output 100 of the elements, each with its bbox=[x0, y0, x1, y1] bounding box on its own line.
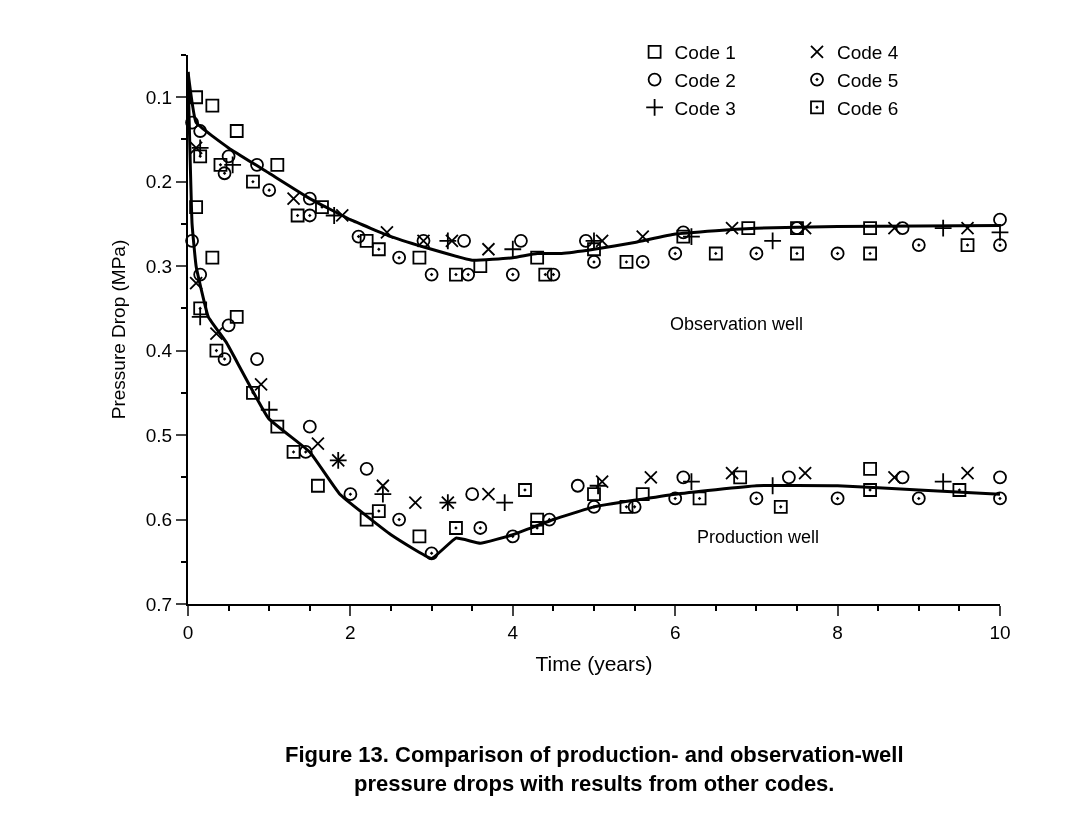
point bbox=[217, 352, 232, 366]
point bbox=[259, 400, 279, 420]
point bbox=[359, 512, 374, 527]
point bbox=[221, 149, 236, 164]
point bbox=[993, 470, 1007, 485]
point bbox=[205, 250, 220, 265]
point bbox=[473, 259, 488, 274]
point bbox=[438, 231, 458, 251]
point bbox=[546, 267, 561, 282]
legend-label: Code 5 bbox=[837, 70, 899, 91]
point bbox=[542, 512, 557, 527]
point bbox=[830, 491, 845, 506]
legend-label: Code 3 bbox=[674, 97, 736, 119]
point bbox=[189, 90, 204, 105]
point bbox=[371, 242, 386, 257]
point bbox=[302, 191, 317, 206]
point bbox=[676, 229, 691, 244]
point bbox=[229, 124, 244, 138]
point bbox=[682, 227, 701, 246]
x-tick-label: 2 bbox=[345, 621, 356, 643]
point bbox=[193, 301, 208, 316]
point bbox=[587, 487, 601, 502]
point bbox=[587, 242, 601, 257]
point bbox=[193, 124, 208, 138]
x-tick-label: 0 bbox=[182, 621, 194, 643]
point bbox=[643, 470, 658, 485]
point bbox=[619, 499, 634, 514]
point bbox=[627, 499, 642, 514]
point bbox=[676, 470, 691, 485]
point bbox=[635, 487, 650, 502]
point bbox=[587, 255, 601, 269]
point bbox=[286, 445, 301, 459]
point bbox=[668, 491, 683, 506]
point bbox=[749, 246, 764, 261]
point bbox=[286, 191, 301, 206]
point bbox=[578, 233, 593, 248]
point bbox=[359, 233, 374, 248]
x-tick-label: 4 bbox=[507, 621, 519, 643]
point bbox=[505, 529, 520, 544]
point bbox=[424, 267, 439, 282]
point bbox=[588, 476, 608, 496]
point bbox=[424, 546, 439, 561]
x-tick-label: 10 bbox=[989, 621, 1011, 643]
point bbox=[481, 242, 496, 257]
point bbox=[619, 255, 634, 269]
annotation: Observation well bbox=[670, 314, 804, 334]
point bbox=[993, 238, 1007, 252]
point bbox=[733, 470, 748, 485]
x-tick-label: 6 bbox=[669, 621, 681, 643]
y-tick-label: 0.4 bbox=[145, 340, 173, 362]
point bbox=[465, 487, 480, 502]
point bbox=[538, 267, 553, 282]
point bbox=[708, 246, 723, 261]
point bbox=[311, 436, 325, 451]
point bbox=[262, 183, 277, 198]
point bbox=[993, 212, 1007, 227]
point bbox=[790, 246, 804, 261]
point bbox=[229, 309, 244, 324]
point bbox=[190, 307, 210, 327]
point bbox=[895, 221, 910, 236]
point bbox=[505, 267, 520, 282]
y-tick-label: 0.1 bbox=[145, 86, 173, 108]
point bbox=[223, 155, 242, 175]
y-tick-label: 0.7 bbox=[145, 593, 173, 615]
point bbox=[302, 208, 317, 223]
point bbox=[298, 445, 313, 459]
point bbox=[668, 246, 683, 261]
y-tick-label: 0.3 bbox=[145, 255, 173, 277]
point bbox=[530, 250, 545, 265]
point bbox=[250, 157, 264, 172]
point bbox=[221, 318, 236, 333]
point bbox=[763, 231, 782, 251]
y-tick-label: 0.5 bbox=[145, 424, 173, 446]
point bbox=[911, 238, 926, 252]
point bbox=[933, 218, 953, 238]
x-axis-title: Time (years) bbox=[535, 652, 653, 676]
point bbox=[830, 246, 845, 261]
point bbox=[246, 385, 260, 400]
point bbox=[290, 208, 305, 223]
point bbox=[412, 529, 427, 544]
y-axis-title: Pressure Drop (MPa) bbox=[108, 239, 130, 420]
point bbox=[960, 466, 975, 480]
point bbox=[682, 472, 701, 491]
point bbox=[933, 472, 953, 491]
point bbox=[302, 419, 317, 434]
point bbox=[311, 478, 325, 493]
point bbox=[952, 483, 967, 497]
point bbox=[193, 267, 208, 282]
point bbox=[895, 470, 910, 485]
point bbox=[254, 377, 268, 392]
point bbox=[863, 483, 877, 497]
point bbox=[213, 157, 228, 172]
point bbox=[412, 250, 427, 265]
point bbox=[773, 499, 788, 514]
point bbox=[371, 504, 386, 518]
point bbox=[408, 495, 423, 510]
point bbox=[457, 233, 471, 248]
point bbox=[343, 487, 358, 502]
point bbox=[270, 157, 285, 172]
point bbox=[863, 246, 877, 261]
